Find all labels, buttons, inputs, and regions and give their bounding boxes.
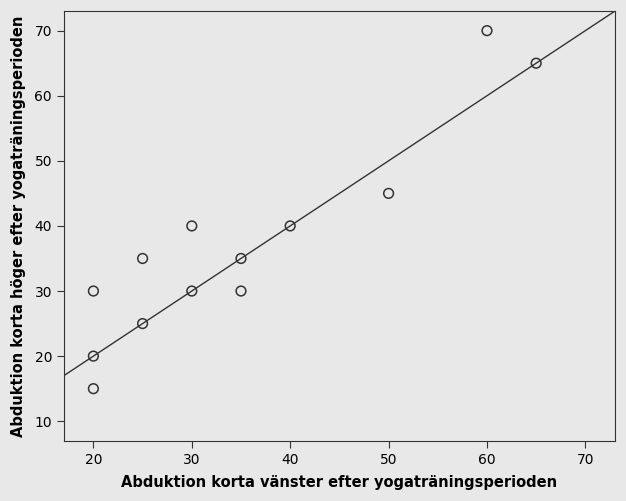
Point bbox=[531, 59, 541, 67]
Point bbox=[285, 222, 295, 230]
Point bbox=[482, 27, 492, 35]
Point bbox=[384, 189, 394, 197]
Point bbox=[88, 385, 98, 393]
Point bbox=[88, 352, 98, 360]
Point bbox=[236, 255, 246, 263]
Y-axis label: Abduktion korta höger efter yogaträningsperioden: Abduktion korta höger efter yogatränings… bbox=[11, 15, 26, 436]
Point bbox=[138, 255, 148, 263]
Point bbox=[187, 287, 197, 295]
Point bbox=[138, 320, 148, 328]
Point bbox=[88, 287, 98, 295]
X-axis label: Abduktion korta vänster efter yogaträningsperioden: Abduktion korta vänster efter yogatränin… bbox=[121, 475, 557, 490]
Point bbox=[187, 222, 197, 230]
Point bbox=[236, 287, 246, 295]
